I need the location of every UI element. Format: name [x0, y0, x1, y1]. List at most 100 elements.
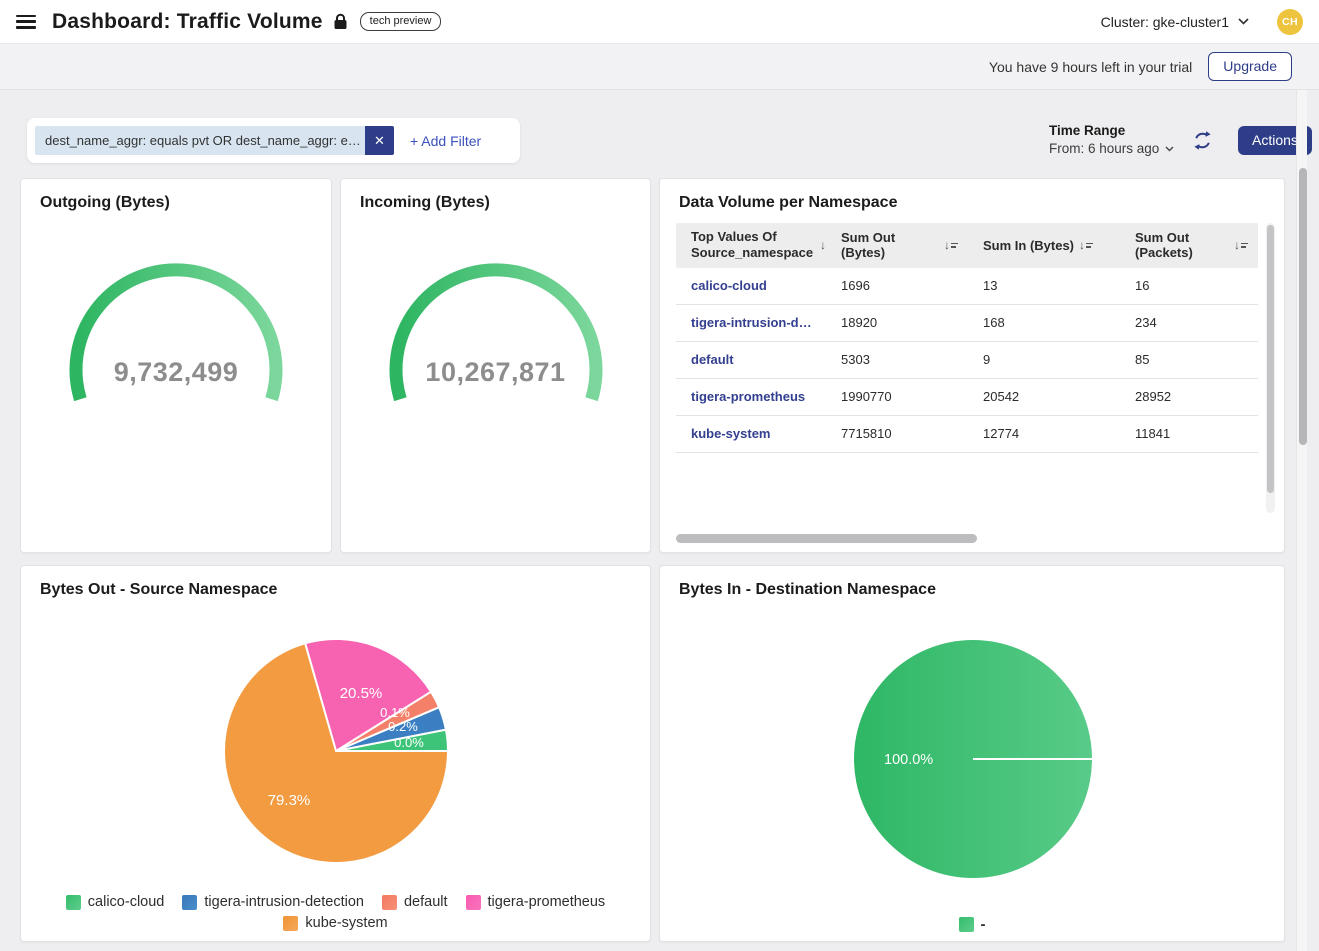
panel-incoming-bytes: Incoming (Bytes) 10,267,871 — [340, 178, 651, 553]
pie-percent-label: 0.1% — [380, 705, 410, 720]
legend-item-default[interactable]: default — [381, 894, 448, 910]
table-row: kube-system 7715810 12774 11841 — [676, 416, 1258, 453]
gauge-arc — [389, 263, 602, 402]
cell-packets: 28952 — [1135, 389, 1172, 404]
tech-preview-badge: tech preview — [359, 12, 442, 31]
cell-sum-out: 1990770 — [841, 389, 892, 404]
page-title: Dashboard: Traffic Volume — [52, 9, 323, 33]
outgoing-gauge: 9,732,499 — [36, 258, 316, 413]
cell-sum-in: 13 — [983, 278, 998, 293]
scrollbar-thumb[interactable] — [1298, 168, 1307, 445]
lock-icon — [333, 13, 348, 30]
cell-sum-in: 20542 — [983, 389, 1020, 404]
trial-bar: You have 9 hours left in your trial Upgr… — [0, 44, 1319, 90]
sort-icon[interactable]: ↓ — [820, 237, 826, 252]
table-row: calico-cloud 1696 13 16 — [676, 268, 1258, 305]
time-range-value-row[interactable]: From: 6 hours ago — [1049, 141, 1174, 156]
main-content: dest_name_aggr: equals pvt OR dest_name_… — [0, 90, 1319, 951]
cell-sum-in: 168 — [983, 315, 1005, 330]
namespace-link[interactable]: default — [691, 352, 734, 367]
bytes-out-pie-chart[interactable]: 20.5% 0.1% 0.2% 0.0% 79.3% — [221, 636, 451, 866]
legend-item-tigera-intrusion-detection[interactable]: tigera-intrusion-detection — [182, 894, 364, 910]
cluster-selector-label: Cluster: gke-cluster1 — [1100, 13, 1229, 30]
scrollbar-thumb[interactable] — [676, 534, 977, 543]
filter-bar: dest_name_aggr: equals pvt OR dest_name_… — [27, 118, 520, 163]
table-row: tigera-intrusion-d… 18920 168 234 — [676, 305, 1258, 342]
pie-slice-tigera-prometheus[interactable] — [304, 637, 432, 752]
pie-percent-label: 0.2% — [388, 719, 418, 734]
incoming-gauge: 10,267,871 — [356, 258, 636, 413]
remove-filter-icon[interactable]: ✕ — [365, 126, 394, 155]
menu-icon[interactable] — [16, 14, 36, 29]
legend-item-dash[interactable]: - — [958, 916, 986, 933]
time-range[interactable]: Time Range From: 6 hours ago — [1049, 123, 1174, 156]
cell-sum-out: 7715810 — [841, 426, 892, 441]
cell-sum-out: 18920 — [841, 315, 878, 330]
namespace-link[interactable]: calico-cloud — [691, 278, 767, 293]
panel-data-volume-table: Data Volume per Namespace Top Values Of … — [659, 178, 1285, 553]
upgrade-button[interactable]: Upgrade — [1208, 52, 1292, 81]
cell-packets: 85 — [1135, 352, 1150, 367]
cell-sum-out: 1696 — [841, 278, 870, 293]
chevron-down-icon — [1165, 146, 1174, 151]
column-header-sum-out-bytes[interactable]: Sum Out (Bytes) ↓ — [826, 224, 968, 266]
filter-chip[interactable]: dest_name_aggr: equals pvt OR dest_name_… — [35, 126, 394, 155]
legend-swatch-green — [958, 917, 974, 932]
legend-item-kube-system[interactable]: kube-system — [283, 915, 388, 931]
cell-packets: 16 — [1135, 278, 1150, 293]
table-vertical-scrollbar[interactable] — [1266, 223, 1275, 513]
legend-swatch-salmon — [381, 894, 397, 910]
panel-title: Outgoing (Bytes) — [40, 194, 170, 211]
bytes-in-pie-chart[interactable]: 100.0% — [852, 638, 1094, 880]
namespace-link[interactable]: tigera-prometheus — [691, 389, 806, 404]
namespace-table: Top Values Of Source_namespace ↓ Sum Out… — [676, 223, 1258, 453]
legend-item-calico-cloud[interactable]: calico-cloud — [65, 894, 164, 910]
sort-icon[interactable]: ↓ — [1079, 238, 1094, 252]
top-bar: Dashboard: Traffic Volume tech preview C… — [0, 0, 1319, 44]
table-row: default 5303 9 85 — [676, 342, 1258, 379]
namespace-link[interactable]: kube-system — [691, 426, 771, 441]
trial-message: You have 9 hours left in your trial — [988, 58, 1193, 75]
pie-percent-label: 20.5% — [340, 685, 383, 702]
filter-chip-label: dest_name_aggr: equals pvt OR dest_name_… — [35, 126, 365, 155]
time-range-value: From: 6 hours ago — [1049, 141, 1160, 156]
column-header-sum-in-bytes[interactable]: Sum In (Bytes) ↓ — [968, 232, 1120, 259]
panel-bytes-in-pie: Bytes In - Destination Namespace 100.0% … — [659, 565, 1285, 942]
panel-title: Data Volume per Namespace — [679, 194, 898, 211]
cell-packets: 11841 — [1135, 426, 1171, 441]
pie-percent-label: 0.0% — [394, 735, 424, 750]
sort-icon[interactable]: ↓ — [1234, 238, 1248, 252]
gauge-value: 9,732,499 — [113, 357, 239, 387]
panel-title: Incoming (Bytes) — [360, 194, 490, 211]
panel-outgoing-bytes: Outgoing (Bytes) 9,732,499 — [20, 178, 332, 553]
namespace-link[interactable]: tigera-intrusion-d… — [691, 315, 812, 330]
scrollbar-thumb[interactable] — [1267, 225, 1274, 493]
bytes-out-legend: calico-cloud tigera-intrusion-detection … — [21, 894, 650, 931]
pie-slice-kube-system[interactable] — [223, 642, 449, 864]
sort-icon[interactable]: ↓ — [944, 238, 958, 252]
legend-swatch-orange — [283, 915, 299, 931]
panel-bytes-out-pie: Bytes Out - Source Namespace 20.5% 0.1% … — [20, 565, 651, 942]
cell-sum-out: 5303 — [841, 352, 870, 367]
panel-title: Bytes In - Destination Namespace — [679, 581, 936, 598]
bytes-in-legend: - — [660, 916, 1284, 933]
add-filter-button[interactable]: + Add Filter — [410, 132, 482, 149]
gauge-value: 10,267,871 — [425, 357, 566, 387]
avatar[interactable]: CH — [1277, 8, 1303, 35]
table-header-row: Top Values Of Source_namespace ↓ Sum Out… — [676, 223, 1258, 268]
legend-item-tigera-prometheus[interactable]: tigera-prometheus — [465, 894, 605, 910]
column-header-source-namespace[interactable]: Top Values Of Source_namespace ↓ — [691, 229, 826, 261]
table-horizontal-scrollbar[interactable] — [676, 534, 1258, 543]
table-row: tigera-prometheus 1990770 20542 28952 — [676, 379, 1258, 416]
legend-swatch-green — [65, 894, 81, 910]
refresh-icon[interactable] — [1192, 130, 1213, 156]
cell-sum-in: 9 — [983, 352, 991, 367]
legend-swatch-blue — [182, 894, 198, 910]
gauge-arc — [69, 263, 283, 402]
page-vertical-scrollbar[interactable] — [1296, 90, 1307, 951]
column-header-sum-out-packets[interactable]: Sum Out (Packets) ↓ — [1120, 224, 1258, 266]
cluster-selector[interactable]: Cluster: gke-cluster1 — [1101, 14, 1249, 30]
cell-sum-in: 12774 — [983, 426, 1020, 441]
chevron-down-icon — [1238, 18, 1249, 25]
pie-percent-label: 100.0% — [884, 752, 933, 768]
